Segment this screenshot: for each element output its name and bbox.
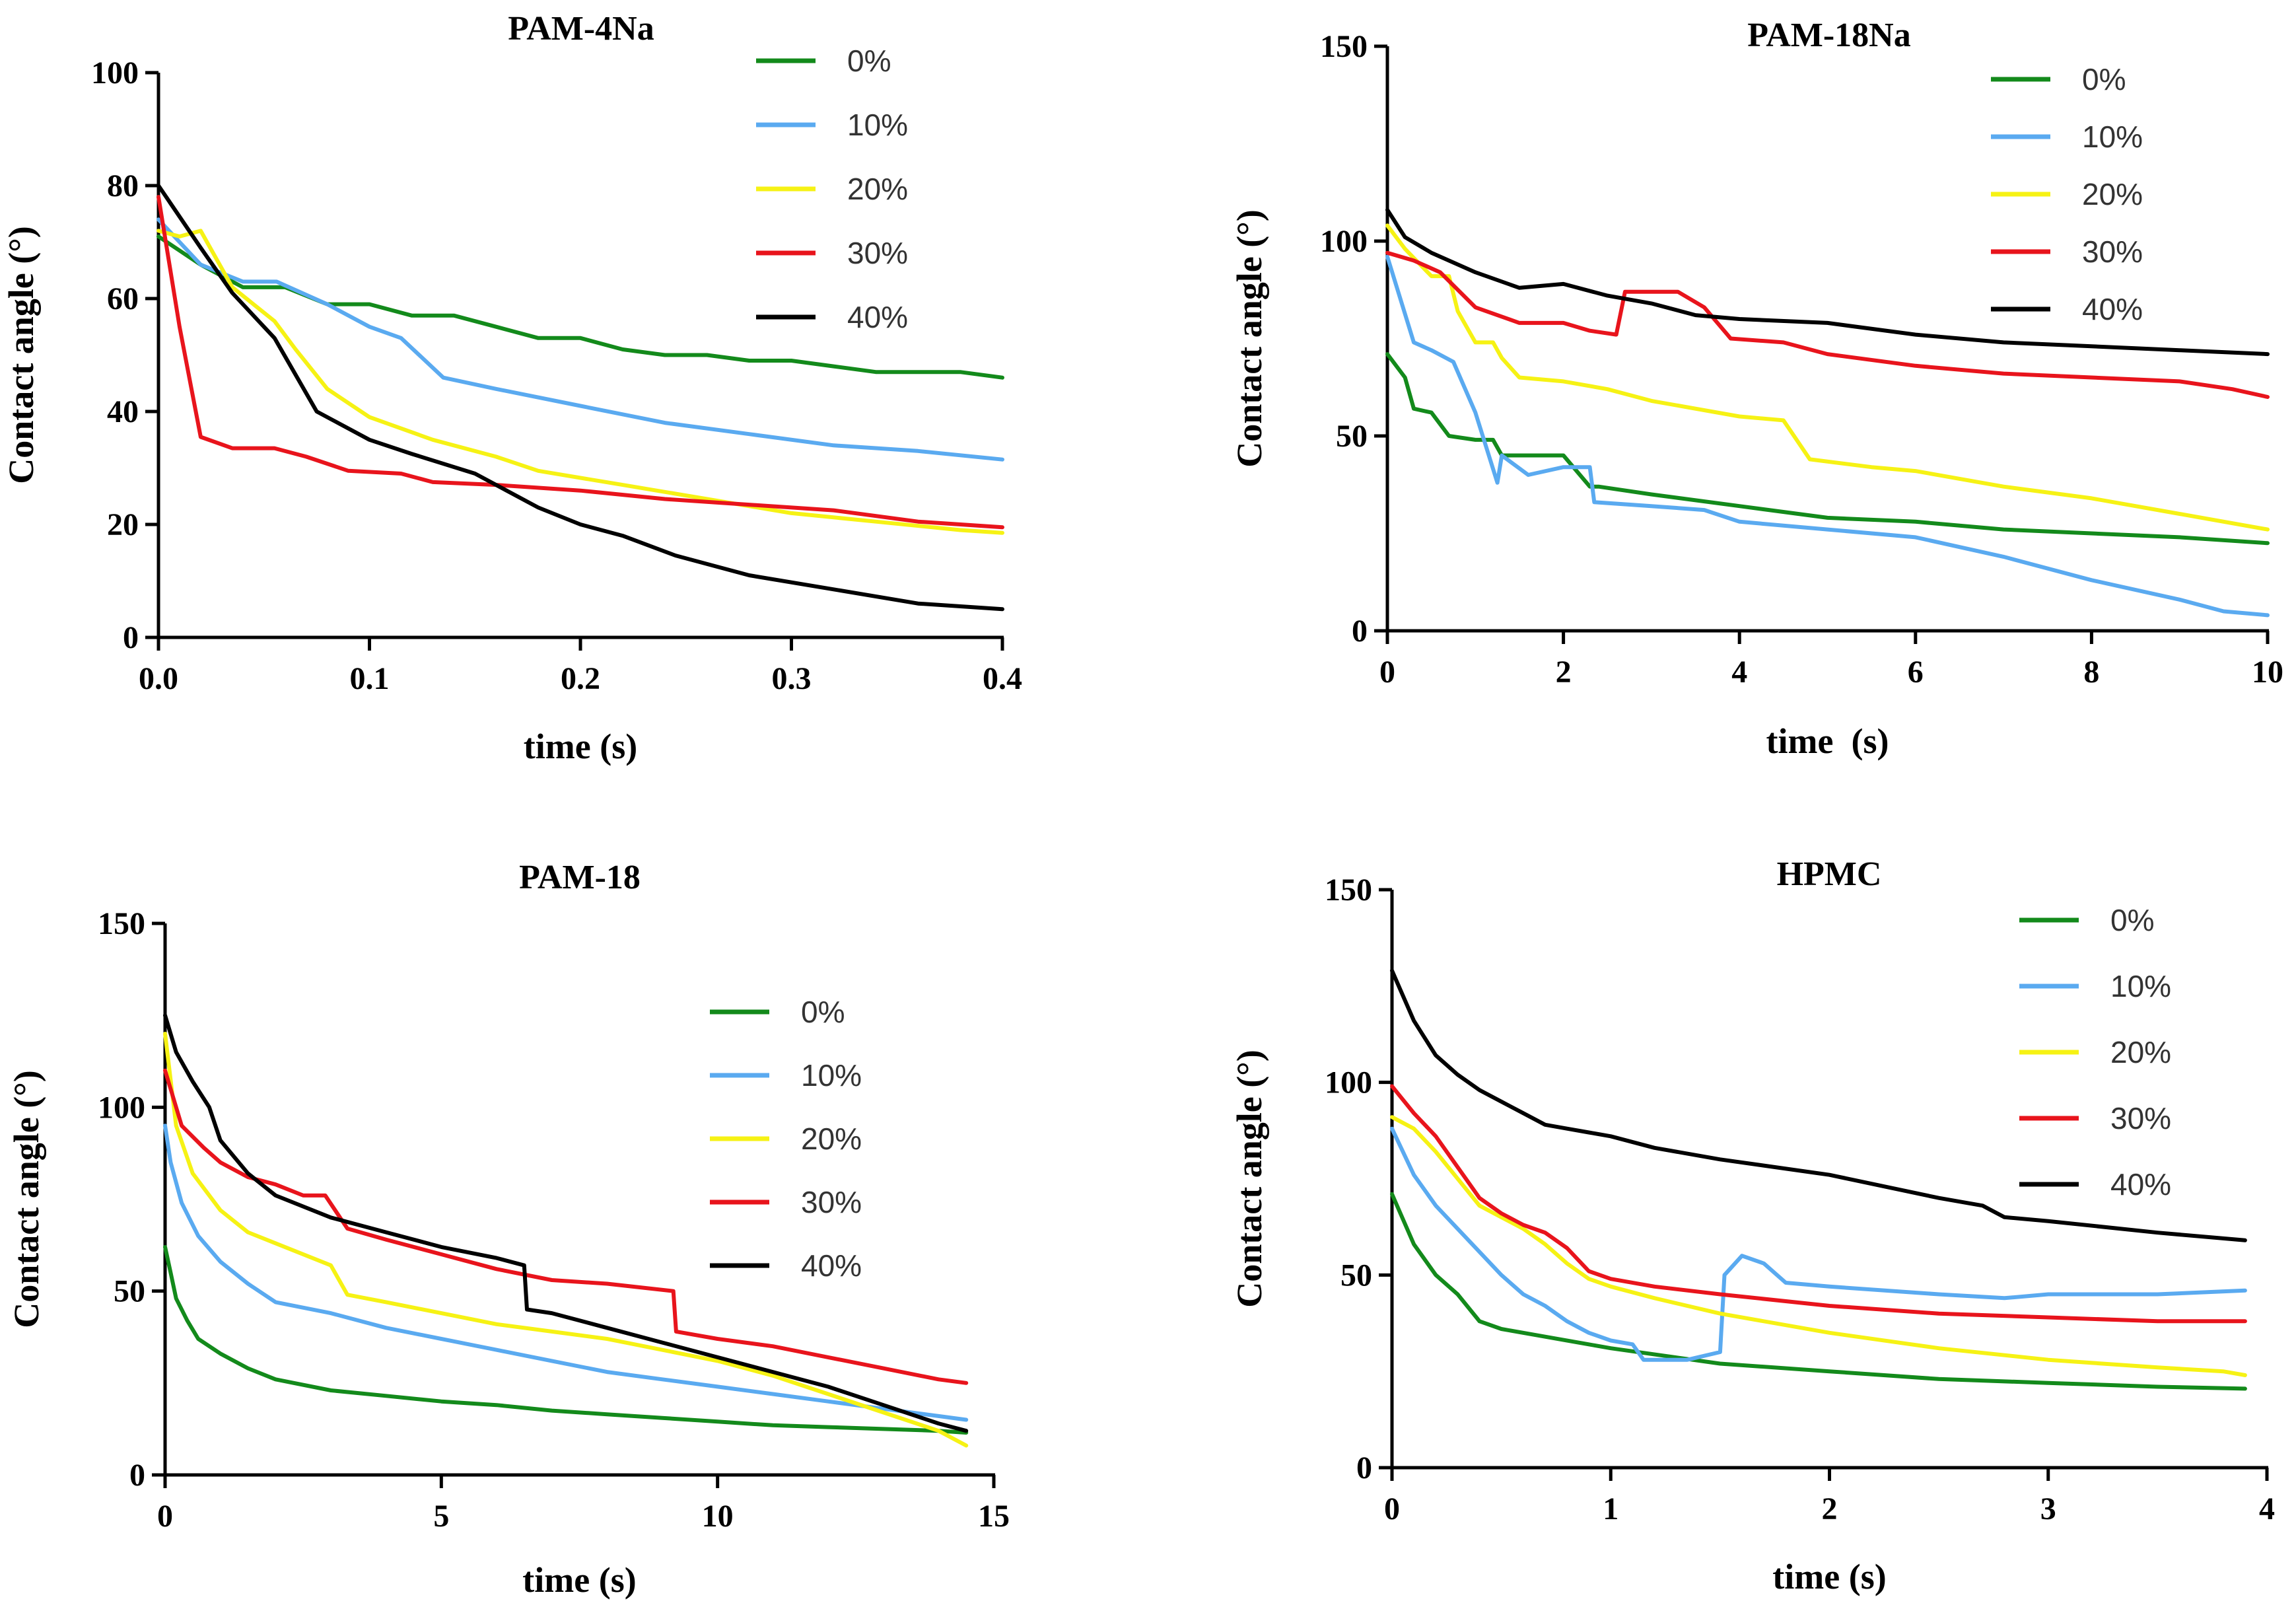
series-line-0pct: [163, 1244, 969, 1435]
legend-label: 20%: [2110, 1035, 2171, 1069]
legend-label: 30%: [2110, 1101, 2171, 1135]
y-axis-label: Contact angle (°): [1, 226, 41, 484]
x-tick-label: 15: [978, 1499, 1010, 1534]
x-tick-label: 0: [1379, 655, 1395, 690]
chart-3: PAM-18 0 50 100 150 0 5 10 15 time (s) Contact ang…: [7, 859, 1010, 1600]
series-line-30pct: [163, 1068, 969, 1385]
x-tick-label: 1: [1603, 1491, 1618, 1526]
x-tick-label: 0.2: [561, 661, 600, 696]
series-line-30pct: [157, 195, 1004, 530]
series-line-30pct: [1385, 250, 2270, 399]
legend-label: 40%: [801, 1248, 862, 1283]
y-tick-label: 50: [1340, 1258, 1372, 1293]
chart-title: PAM-4Na: [508, 10, 654, 48]
y-tick-label: 150: [98, 906, 145, 941]
x-tick-label: 0: [157, 1499, 173, 1534]
series-line-30pct: [1390, 1084, 2247, 1324]
legend-label: 0%: [2082, 62, 2126, 96]
legend-label: 20%: [801, 1122, 862, 1156]
legend-label: 0%: [2110, 903, 2154, 937]
y-tick-label: 50: [114, 1274, 145, 1309]
legend-label: 0%: [847, 44, 891, 78]
legend-label: 10%: [2110, 969, 2171, 1003]
x-tick-label: 5: [433, 1499, 449, 1534]
y-tick-label: 100: [1325, 1065, 1372, 1100]
y-tick-label: 0: [1352, 614, 1368, 649]
y-tick-label: 40: [107, 394, 139, 429]
chart-title: PAM-18: [519, 859, 641, 896]
x-tick-label: 0.0: [139, 661, 178, 696]
y-tick-label: 150: [1320, 29, 1368, 64]
y-tick-label: 60: [107, 281, 139, 316]
y-tick-label: 0: [129, 1458, 145, 1493]
legend-label: 30%: [847, 236, 908, 270]
y-axis-label: Contact angle (°): [1230, 1050, 1269, 1308]
series-line-10pct: [1385, 254, 2270, 618]
x-tick-label: 0.4: [983, 661, 1022, 696]
y-tick-label: 0: [123, 620, 139, 655]
legend-label: 20%: [847, 172, 908, 206]
x-tick-label: 0.3: [772, 661, 812, 696]
x-tick-label: 4: [2259, 1491, 2275, 1526]
series-line-40pct: [163, 1013, 969, 1433]
y-axis-label: Contact angle (°): [1230, 209, 1269, 468]
y-tick-label: 100: [1320, 224, 1368, 259]
legend-label: 20%: [2082, 177, 2143, 211]
y-tick-label: 100: [98, 1090, 145, 1125]
legend-label: 40%: [847, 300, 908, 334]
series-line-10pct: [1390, 1126, 2247, 1362]
series-line-20pct: [1390, 1115, 2247, 1377]
series-line-0pct: [1390, 1192, 2247, 1391]
x-tick-label: 2: [1822, 1491, 1838, 1526]
x-tick-label: 8: [2083, 655, 2099, 690]
x-tick-label: 0: [1384, 1491, 1400, 1526]
y-tick-label: 50: [1336, 419, 1368, 454]
legend-label: 10%: [847, 108, 908, 142]
series-line-40pct: [1390, 968, 2247, 1242]
chart-1: PAM-4Na 0 20 40 60 80 100 0.0 0.1 0.2 0.3 0.4 time (…: [1, 10, 1022, 766]
x-axis-label: time (s): [1772, 1557, 1886, 1596]
legend-label: 10%: [801, 1058, 862, 1092]
legend-label: 40%: [2082, 292, 2143, 326]
legend-label: 40%: [2110, 1167, 2171, 1201]
x-axis-label: time (s): [1766, 721, 1889, 761]
series-line-10pct: [163, 1124, 969, 1422]
series-line-20pct: [1385, 223, 2270, 532]
x-axis-label: time (s): [522, 1560, 636, 1600]
x-axis-label: time (s): [524, 727, 637, 766]
x-tick-label: 10: [2252, 655, 2283, 690]
x-tick-label: 4: [1731, 655, 1747, 690]
y-tick-label: 100: [91, 55, 139, 90]
chart-title: PAM-18Na: [1747, 17, 1910, 54]
chart-2: PAM-18Na 0 50 100 150 0 2 4 6 8 10 time (s) Contact …: [1230, 17, 2283, 761]
y-tick-label: 80: [107, 168, 139, 203]
x-tick-label: 6: [1908, 655, 1924, 690]
series-line-0pct: [1385, 352, 2270, 546]
series-line-20pct: [163, 1032, 969, 1448]
legend-label: 30%: [2082, 234, 2143, 269]
chart-title: HPMC: [1777, 855, 1882, 893]
legend-label: 30%: [801, 1185, 862, 1219]
series-line-40pct: [157, 184, 1004, 612]
series-line-10pct: [157, 217, 1004, 462]
x-tick-label: 3: [2040, 1491, 2056, 1526]
chart-4: HPMC 0 50 100 150 0 1 2 3 4 time (s) Contact angle …: [1230, 855, 2275, 1596]
x-tick-label: 0.1: [350, 661, 390, 696]
legend-label: 10%: [2082, 120, 2143, 154]
x-tick-label: 10: [702, 1499, 734, 1534]
x-tick-label: 2: [1556, 655, 1572, 690]
y-tick-label: 150: [1325, 873, 1372, 908]
legend-label: 0%: [801, 995, 845, 1029]
series-line-20pct: [157, 229, 1004, 535]
y-tick-label: 0: [1356, 1450, 1372, 1486]
y-tick-label: 20: [107, 507, 139, 542]
series-line-40pct: [1385, 207, 2270, 357]
y-axis-label: Contact angle (°): [7, 1070, 46, 1328]
